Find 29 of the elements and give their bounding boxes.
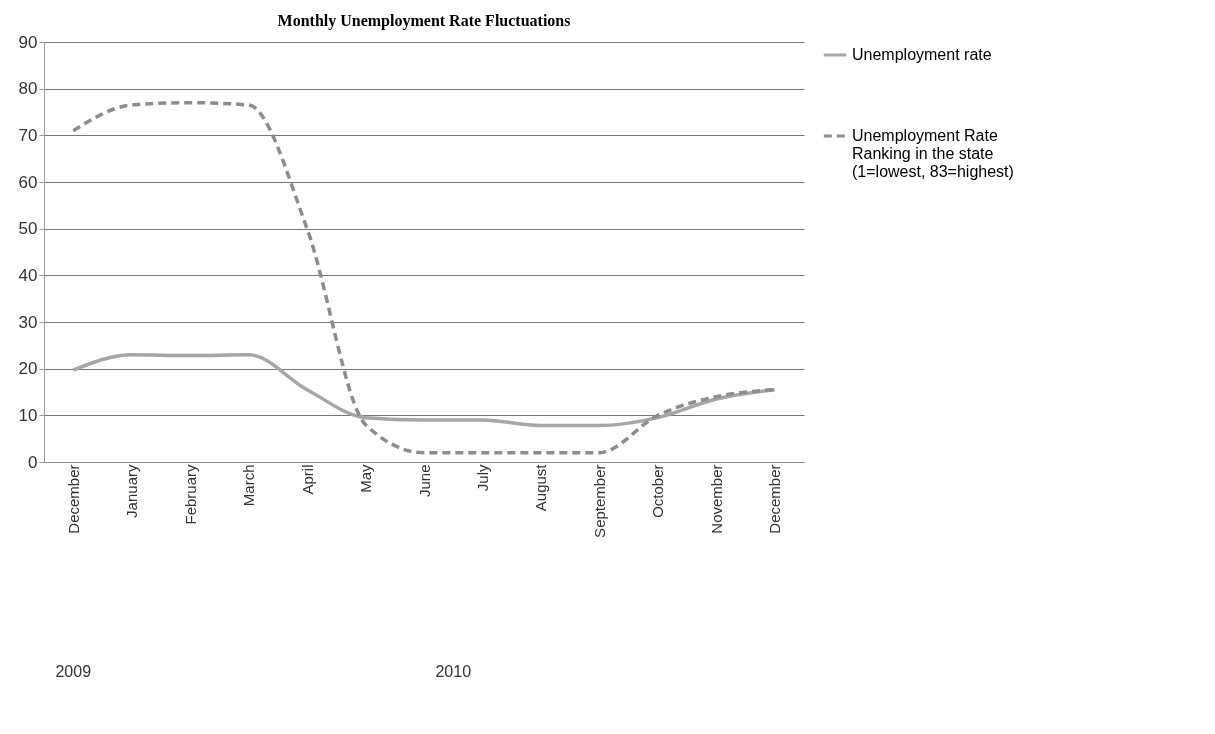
x-tick-label: April [298, 464, 316, 495]
x-tick-label: December [64, 464, 82, 534]
y-tick-label: 30 [18, 312, 38, 332]
x-tick-label: November [707, 464, 725, 534]
y-tick-label: 60 [18, 172, 38, 192]
y-tick-label: 10 [18, 405, 38, 425]
x-tick-label: September [590, 464, 608, 538]
x-tick-label: January [123, 464, 141, 518]
y-tick-label: 70 [18, 125, 38, 145]
y-tick-label: 90 [18, 32, 38, 52]
x-tick-label: May [357, 464, 375, 493]
y-tick-label: 40 [18, 265, 38, 285]
y-tick-label: 80 [18, 79, 38, 99]
x-tick-label: July [473, 464, 491, 492]
x-tick-label: August [532, 463, 550, 512]
x-tick-label: June [415, 464, 433, 498]
chart-title: Monthly Unemployment Rate Fluctuations [277, 12, 571, 30]
legend-label: Unemployment Rate Ranking in the state (1=lowest, 83=highest) [852, 127, 1014, 180]
x-tick-label: December [766, 464, 784, 534]
line-series [71, 352, 777, 428]
y-tick-label: 50 [18, 219, 38, 239]
y-tick-label: 20 [18, 359, 38, 379]
x-tick-label: March [240, 464, 258, 507]
text: 2010 [435, 663, 472, 680]
y-tick-label: 0 [28, 452, 38, 472]
x-tick-label: October [649, 464, 667, 518]
legend-label: Unemployment rate [852, 46, 992, 63]
x-tick-label: February [181, 464, 199, 525]
text: 2009 [55, 663, 92, 680]
